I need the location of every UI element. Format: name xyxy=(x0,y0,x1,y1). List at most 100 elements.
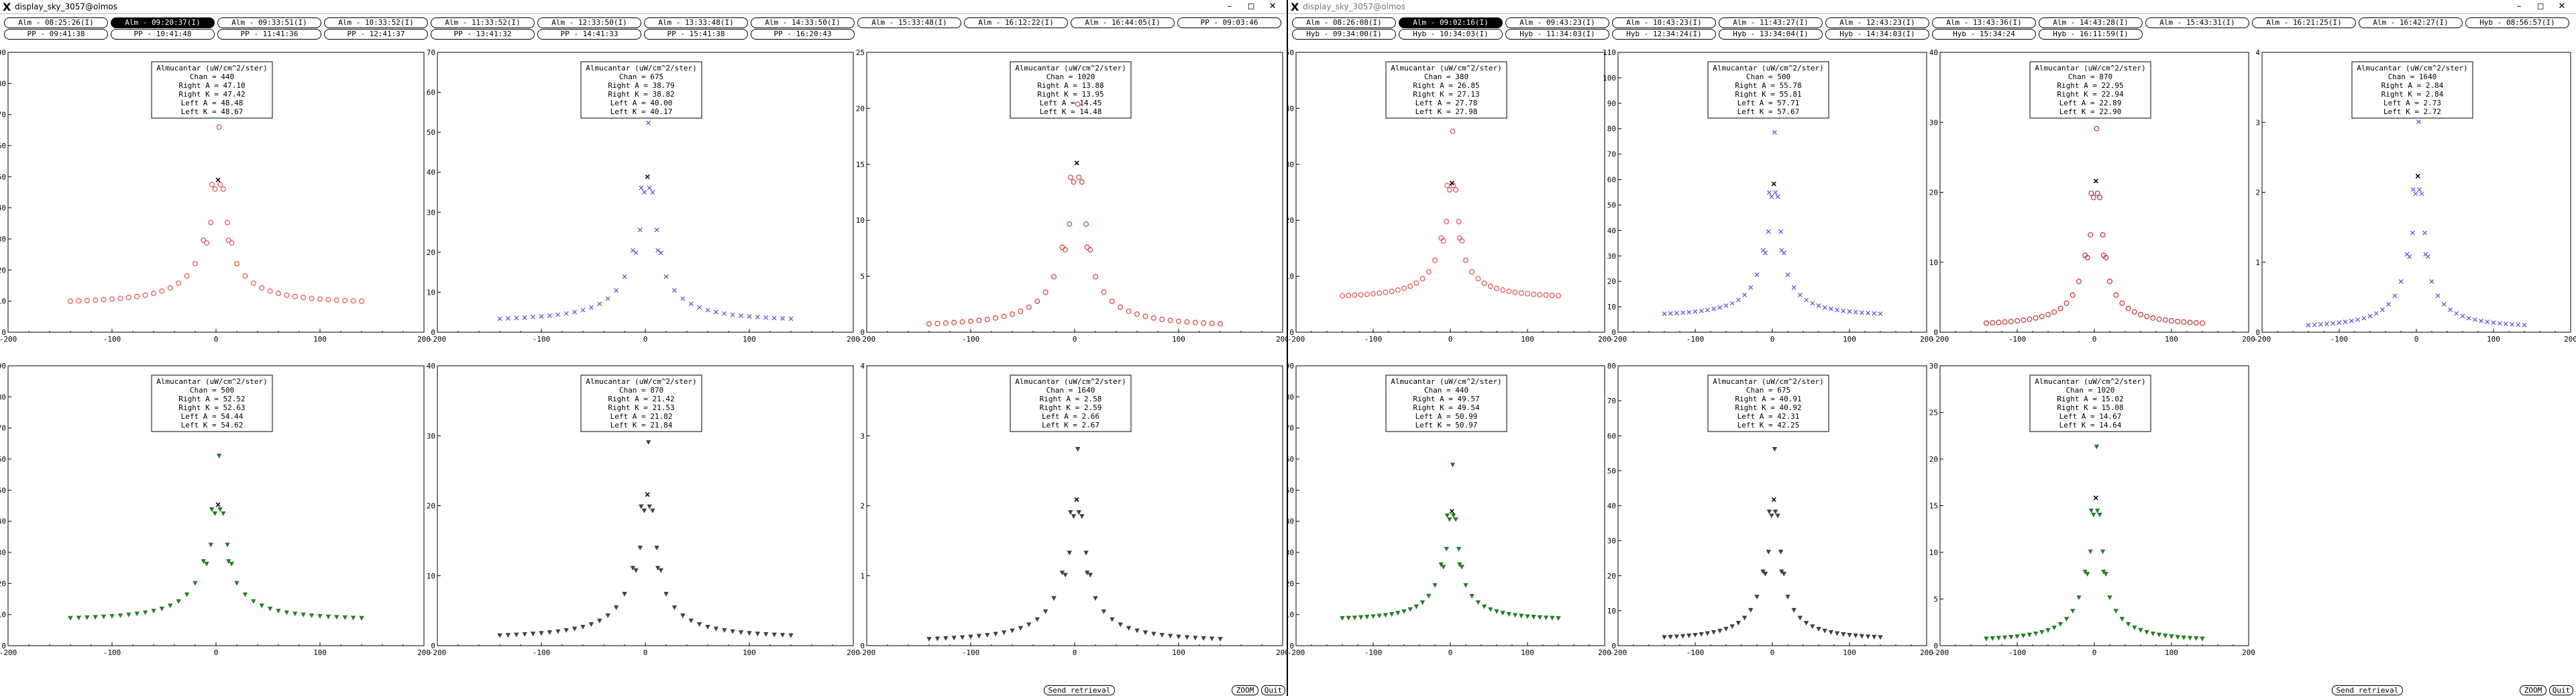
legend-right-a: Right A = 52.52 xyxy=(178,395,245,403)
tab-0-1[interactable]: Alm - 09:02:16(I) xyxy=(1399,17,1503,28)
tab-0-5[interactable]: Alm - 12:33:50(I) xyxy=(537,17,641,28)
tab-0-3[interactable]: Alm - 10:43:23(I) xyxy=(1612,17,1716,28)
tab-1-4[interactable]: Hyb - 13:34:04(I) xyxy=(1719,29,1823,40)
tab-1-2[interactable]: PP - 11:41:36 xyxy=(217,29,321,40)
tab-1-3[interactable]: PP - 12:41:37 xyxy=(324,29,428,40)
tab-1-1[interactable]: PP - 10:41:48 xyxy=(111,29,215,40)
tab-1-6[interactable]: PP - 15:41:38 xyxy=(644,29,748,40)
tab-0-0[interactable]: Alm - 08:25:26(I) xyxy=(4,17,108,28)
tab-0-4[interactable]: Alm - 11:33:52(I) xyxy=(431,17,535,28)
data-point xyxy=(1110,617,1115,622)
tab-1-5[interactable]: Hyb - 14:34:03(I) xyxy=(1825,29,1929,40)
tab-0-8[interactable]: Alm - 15:43:31(I) xyxy=(2145,17,2249,28)
tab-1-3[interactable]: Hyb - 12:34:24(I) xyxy=(1612,29,1716,40)
tab-1-0[interactable]: Hyb - 09:34:00(I) xyxy=(1292,29,1396,40)
quit-button[interactable]: Quit xyxy=(1261,685,1285,695)
tab-1-2[interactable]: Hyb - 11:34:03(I) xyxy=(1505,29,1609,40)
tab-1-4[interactable]: PP - 13:41:32 xyxy=(431,29,535,40)
tab-1-0[interactable]: PP - 09:41:38 xyxy=(4,29,108,40)
minimize-button[interactable]: – xyxy=(1227,1,1232,11)
send-retrieval-button[interactable]: Send retrieval xyxy=(2332,685,2403,695)
tab-1-7[interactable]: PP - 16:20:43 xyxy=(751,29,855,40)
data-point xyxy=(1766,550,1771,555)
data-point xyxy=(225,542,230,548)
y-tick-label: 60 xyxy=(0,142,6,150)
y-tick-label: 10 xyxy=(0,611,6,619)
data-point xyxy=(1063,247,1069,253)
tab-0-0[interactable]: Alm - 08:26:08(I) xyxy=(1292,17,1396,28)
tab-0-2[interactable]: Alm - 09:43:23(I) xyxy=(1505,17,1609,28)
data-point xyxy=(1209,636,1215,642)
tab-0-7[interactable]: Alm - 14:33:50(I) xyxy=(751,17,855,28)
data-point xyxy=(926,636,932,642)
data-point xyxy=(1192,319,1198,326)
tab-1-6[interactable]: Hyb - 15:34:24 xyxy=(1932,29,2036,40)
plot-panel: -200 -100 0 100 200 0 10 20 30 40 Almucantar (uW/c… xyxy=(427,362,860,657)
tab-0-10[interactable]: Alm - 16:44:05(I) xyxy=(1071,17,1175,28)
data-point xyxy=(1519,613,1524,619)
close-button[interactable]: ✕ xyxy=(1269,1,1277,11)
tab-0-11[interactable]: Hyb - 08:56:57(I) xyxy=(2465,17,2569,28)
tab-0-10[interactable]: Alm - 16:42:27(I) xyxy=(2359,17,2463,28)
tab-0-1[interactable]: Alm - 09:20:37(I) xyxy=(111,17,215,28)
data-point xyxy=(2125,305,2131,311)
legend-right-a: Right A = 2.58 xyxy=(1040,395,1102,403)
plot-area: -200-10001002000102030405060708090Almuca… xyxy=(0,48,1287,657)
title-bar[interactable]: X display_sky_3057@olmos – ◻ ✕ xyxy=(1288,0,2576,14)
data-point xyxy=(2084,254,2090,260)
data-point xyxy=(1079,179,1085,185)
tab-0-2[interactable]: Alm - 09:33:51(I) xyxy=(217,17,321,28)
tab-0-11[interactable]: PP - 09:03:46 xyxy=(1177,17,1281,28)
quit-button[interactable]: Quit xyxy=(2549,685,2573,695)
legend-right-k: Right K = 47.42 xyxy=(178,90,245,99)
zoom-button[interactable]: ZOOM xyxy=(1232,685,1258,695)
tab-0-9[interactable]: Alm - 16:12:22(I) xyxy=(964,17,1068,28)
y-tick-label: 10 xyxy=(0,297,6,306)
tab-0-5[interactable]: Alm - 12:43:23(I) xyxy=(1825,17,1929,28)
data-point xyxy=(2425,254,2430,259)
data-point xyxy=(531,314,536,319)
send-retrieval-button[interactable]: Send retrieval xyxy=(1044,685,1115,695)
minimize-button[interactable]: – xyxy=(2516,1,2522,11)
data-point xyxy=(1494,609,1499,614)
maximize-button[interactable]: ◻ xyxy=(2536,1,2544,11)
legend-right-k: Right K = 38.82 xyxy=(608,90,674,99)
tab-0-7[interactable]: Alm - 14:43:28(I) xyxy=(2039,17,2143,28)
data-point xyxy=(1009,311,1015,317)
tab-0-3[interactable]: Alm - 10:33:52(I) xyxy=(324,17,428,28)
data-point xyxy=(1748,285,1754,290)
data-point xyxy=(1067,550,1072,556)
data-point xyxy=(1841,632,1846,637)
tab-1-5[interactable]: PP - 14:41:33 xyxy=(537,29,641,40)
tab-0-6[interactable]: Alm - 13:33:48(I) xyxy=(644,17,748,28)
data-point xyxy=(2084,572,2090,577)
x-tick-label: 100 xyxy=(1521,648,1534,657)
data-point xyxy=(658,250,663,256)
y-tick-label: 40 xyxy=(1607,502,1616,511)
y-tick-label: 0 xyxy=(1,642,6,650)
data-point xyxy=(2312,322,2317,328)
data-point xyxy=(1841,308,1846,313)
tab-0-6[interactable]: Alm - 13:43:36(I) xyxy=(1932,17,2036,28)
data-point xyxy=(1500,611,1505,616)
tab-1-7[interactable]: Hyb - 16:11:59(I) xyxy=(2039,29,2143,40)
data-point xyxy=(201,559,207,564)
tab-0-9[interactable]: Alm - 16:21:25(I) xyxy=(2252,17,2356,28)
maximize-button[interactable]: ◻ xyxy=(1247,1,1255,11)
tab-1-1[interactable]: Hyb - 10:34:03(I) xyxy=(1399,29,1503,40)
close-button[interactable]: ✕ xyxy=(2558,1,2566,11)
title-bar[interactable]: X display_sky_3057@olmos – ◻ ✕ xyxy=(0,0,1287,14)
data-point xyxy=(2416,119,2421,124)
tab-0-4[interactable]: Alm - 11:43:27(I) xyxy=(1719,17,1823,28)
data-point xyxy=(1440,238,1446,244)
data-point xyxy=(1142,313,1148,319)
zoom-button[interactable]: ZOOM xyxy=(2520,685,2546,695)
y-tick-label: 20 xyxy=(1929,455,1938,464)
legend-chan: Chan = 440 xyxy=(1424,386,1468,395)
data-point xyxy=(2150,315,2156,321)
data-point xyxy=(2441,301,2447,307)
y-tick-label: 2 xyxy=(2255,189,2260,197)
data-point xyxy=(1754,272,1760,277)
y-tick-label: 20 xyxy=(1607,277,1616,286)
tab-0-8[interactable]: Alm - 15:33:48(I) xyxy=(857,17,961,28)
